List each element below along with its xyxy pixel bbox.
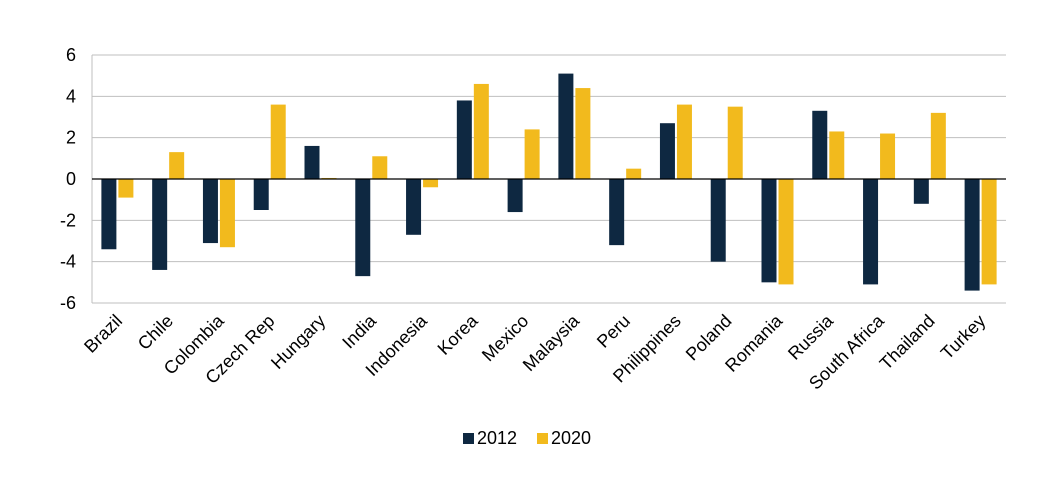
bar-2020-philippines [676,104,692,179]
legend-item-2020: 2020 [537,428,591,448]
legend-swatch [463,433,474,444]
bar-2012-czech-rep [253,179,269,210]
bar-2012-russia [812,110,828,179]
bar-2020-turkey [981,179,997,285]
bar-2012-chile [152,179,168,270]
bar-2020-thailand [930,112,946,179]
bar-2020-mexico [524,129,540,179]
bar-2012-korea [456,100,472,179]
legend-label: 2012 [477,428,517,448]
y-tick-label: 6 [66,45,76,65]
y-tick-label: -2 [60,210,76,230]
legend-label: 2020 [551,428,591,448]
x-tick-label: Romania [721,310,787,376]
bar-2020-india [372,156,388,179]
bar-2020-colombia [219,179,235,248]
bars [101,73,997,291]
x-tick-label: Turkey [937,311,990,364]
legend-swatch [537,433,548,444]
legend: 2012 2020 [463,428,591,448]
bar-2020-korea [473,83,489,179]
bar-2012-peru [609,179,625,246]
y-tick-label: 2 [66,128,76,148]
x-tick-label: Thailand [876,311,939,374]
bar-2020-chile [169,152,185,179]
bar-2012-romania [761,179,777,283]
y-axis-tick-labels: 6 4 2 0 -2 -4 -6 [60,45,76,313]
x-tick-label: Hungary [267,311,329,373]
y-tick-label: -4 [60,252,76,272]
bar-2012-hungary [304,145,320,179]
bar-2020-peru [626,168,642,179]
bar-2020-russia [829,131,845,179]
x-tick-label: India [338,310,380,352]
x-tick-label: Korea [434,310,483,359]
bar-2020-brazil [118,179,134,198]
y-tick-label: 0 [66,169,76,189]
bar-2012-malaysia [558,73,574,179]
x-tick-label: Malaysia [519,310,584,375]
bar-2012-philippines [659,123,675,179]
bar-2012-brazil [101,179,117,250]
bar-2020-poland [727,106,743,179]
bar-2012-thailand [913,179,929,204]
x-tick-label: Peru [593,311,634,352]
bar-2012-turkey [964,179,980,291]
bar-2012-colombia [202,179,218,244]
bar-2020-south-africa [880,133,896,179]
bar-2020-czech-rep [270,104,286,179]
bar-2012-south-africa [863,179,879,285]
legend-item-2012: 2012 [463,428,517,448]
bar-2020-romania [778,179,794,285]
bar-2020-malaysia [575,88,591,179]
x-tick-label: Brazil [80,311,126,357]
series-2012 [101,73,980,291]
gridlines [92,54,1006,304]
bar-2020-indonesia [423,179,439,188]
bar-2012-poland [710,179,726,262]
y-tick-label: -6 [60,293,76,313]
bar-2012-india [355,179,371,277]
bar-2012-mexico [507,179,523,213]
y-tick-label: 4 [66,86,76,106]
x-tick-label: Chile [134,311,177,354]
bar-2012-indonesia [406,179,422,235]
series-2020 [118,83,997,285]
